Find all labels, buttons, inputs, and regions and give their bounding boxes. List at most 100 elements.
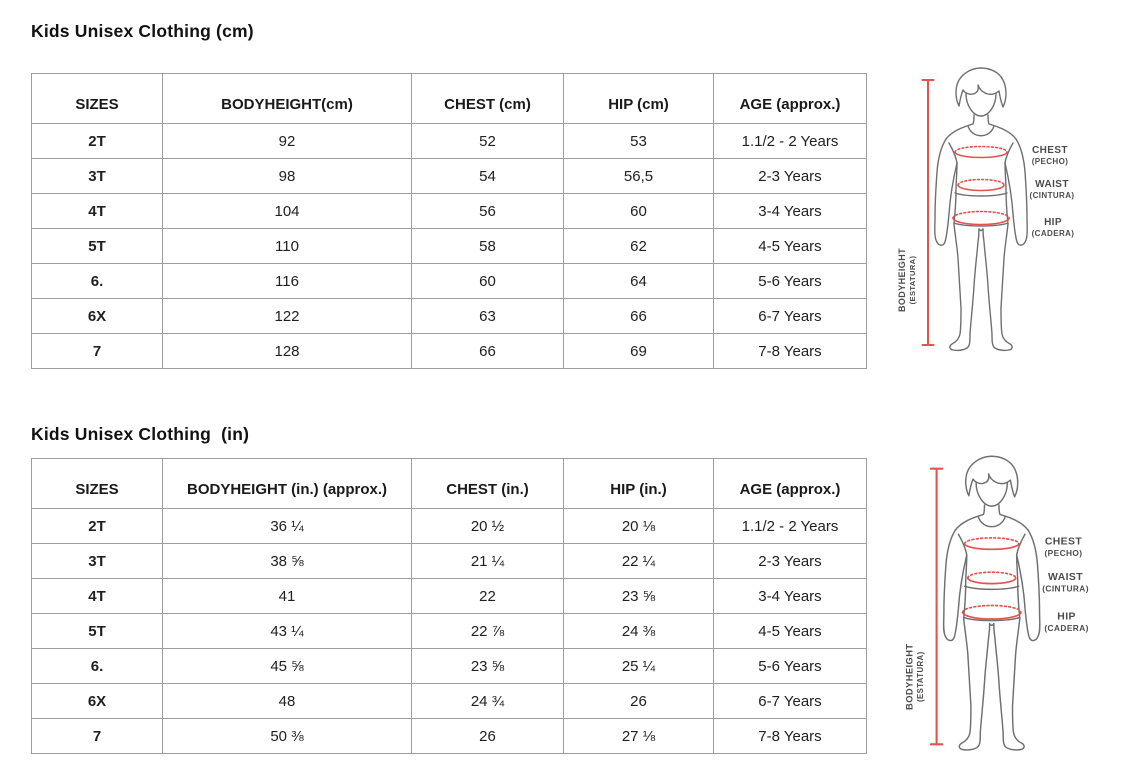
- right-leg: [982, 223, 1013, 352]
- left-leg: [949, 223, 980, 352]
- column-header: SIZES: [31, 458, 163, 509]
- size-table-cm: SIZES BODYHEIGHT(cm) CHEST (cm) HIP (cm) AGE…: [31, 73, 867, 369]
- value-cell: 6-7 Years: [713, 298, 867, 334]
- value-cell: 22 ⅞: [411, 613, 564, 649]
- tank-top-hem: [954, 192, 1008, 197]
- value-cell: 45 ⅝: [162, 648, 412, 684]
- waist-measure-ellipse: [957, 178, 1005, 192]
- right-arm: [1004, 138, 1028, 246]
- value-cell: 20 ½: [411, 508, 564, 544]
- value-cell: 36 ¼: [162, 508, 412, 544]
- value-cell: 7-8 Years: [713, 718, 867, 754]
- value-cell: 63: [411, 298, 564, 334]
- value-cell: 110: [162, 228, 412, 264]
- size-cell: 4T: [31, 193, 163, 229]
- column-header: BODYHEIGHT (in.) (approx.): [162, 458, 412, 509]
- size-cell: 6.: [31, 648, 163, 684]
- value-cell: 104: [162, 193, 412, 229]
- bodyheight-label: BODYHEIGHT: [897, 248, 907, 312]
- table-row: 3T 38 ⅝ 21 ¼ 22 ¼ 2-3 Years: [31, 543, 867, 579]
- size-table-in: SIZES BODYHEIGHT (in.) (approx.) CHEST (in…: [31, 458, 867, 754]
- measurement-figure-in: [903, 455, 1090, 751]
- value-cell: 7-8 Years: [713, 333, 867, 369]
- value-cell: 23 ⅝: [411, 648, 564, 684]
- table-row: 6. 116 60 64 5-6 Years: [31, 263, 867, 299]
- value-cell: 50 ⅜: [162, 718, 412, 754]
- value-cell: 3-4 Years: [713, 193, 867, 229]
- value-cell: 60: [563, 193, 714, 229]
- size-cell: 3T: [31, 543, 163, 579]
- value-cell: 62: [563, 228, 714, 264]
- table-row: 5T 43 ¼ 22 ⅞ 24 ⅜ 4-5 Years: [31, 613, 867, 649]
- size-cell: 7: [31, 718, 163, 754]
- chest-measure-ellipse: [954, 145, 1008, 159]
- waist-label: WAIST: [1035, 179, 1069, 190]
- value-cell: 122: [162, 298, 412, 334]
- value-cell: 24 ⅜: [563, 613, 714, 649]
- value-cell: 43 ¼: [162, 613, 412, 649]
- column-header: BODYHEIGHT(cm): [162, 73, 412, 124]
- value-cell: 4-5 Years: [713, 613, 867, 649]
- hip-sublabel: (CADERA): [1032, 229, 1075, 238]
- value-cell: 64: [563, 263, 714, 299]
- value-cell: 38 ⅝: [162, 543, 412, 579]
- shorts-hem: [953, 222, 1009, 227]
- value-cell: 24 ¾: [411, 683, 564, 719]
- value-cell: 66: [563, 298, 714, 334]
- value-cell: 54: [411, 158, 564, 194]
- value-cell: 58: [411, 228, 564, 264]
- table-row: 6. 45 ⅝ 23 ⅝ 25 ¼ 5-6 Years: [31, 648, 867, 684]
- value-cell: 48: [162, 683, 412, 719]
- size-cell: 5T: [31, 228, 163, 264]
- value-cell: 116: [162, 263, 412, 299]
- column-header: AGE (approx.): [713, 458, 867, 509]
- value-cell: 5-6 Years: [713, 648, 867, 684]
- value-cell: 6-7 Years: [713, 683, 867, 719]
- chest-sublabel: (PECHO): [1032, 157, 1069, 166]
- measurement-figure-cm: CHEST (PECHO) WAIST (CINTURA) HIP (CADER…: [897, 67, 1075, 352]
- value-cell: 52: [411, 123, 564, 159]
- column-header: AGE (approx.): [713, 73, 867, 124]
- table-row: 4T 104 56 60 3-4 Years: [31, 193, 867, 229]
- size-cell: 6X: [31, 683, 163, 719]
- size-cell: 5T: [31, 613, 163, 649]
- value-cell: 66: [411, 333, 564, 369]
- table-row: 6X 48 24 ¾ 26 6-7 Years: [31, 683, 867, 719]
- hair: [955, 67, 1007, 108]
- column-header: CHEST (cm): [411, 73, 564, 124]
- size-cell: 6X: [31, 298, 163, 334]
- value-cell: 22 ¼: [563, 543, 714, 579]
- column-header: SIZES: [31, 73, 163, 124]
- value-cell: 21 ¼: [411, 543, 564, 579]
- table-row: 7 50 ⅜ 26 27 ⅛ 7-8 Years: [31, 718, 867, 754]
- table-row: 7 128 66 69 7-8 Years: [31, 333, 867, 369]
- value-cell: 26: [411, 718, 564, 754]
- column-header: HIP (in.): [563, 458, 714, 509]
- column-header: CHEST (in.): [411, 458, 564, 509]
- value-cell: 53: [563, 123, 714, 159]
- header-row: SIZES BODYHEIGHT (in.) (approx.) CHEST (in…: [31, 458, 867, 509]
- value-cell: 56,5: [563, 158, 714, 194]
- value-cell: 41: [162, 578, 412, 614]
- size-cell: 7: [31, 333, 163, 369]
- column-header: HIP (cm): [563, 73, 714, 124]
- value-cell: 98: [162, 158, 412, 194]
- value-cell: 25 ¼: [563, 648, 714, 684]
- value-cell: 2-3 Years: [713, 543, 867, 579]
- size-cell: 2T: [31, 508, 163, 544]
- value-cell: 92: [162, 123, 412, 159]
- value-cell: 2-3 Years: [713, 158, 867, 194]
- value-cell: 5-6 Years: [713, 263, 867, 299]
- size-cell: 2T: [31, 123, 163, 159]
- value-cell: 27 ⅛: [563, 718, 714, 754]
- table-row: 2T 92 52 53 1.1/2 - 2 Years: [31, 123, 867, 159]
- waist-sublabel: (CINTURA): [1030, 191, 1075, 200]
- bodyheight-line: [921, 79, 935, 346]
- value-cell: 26: [563, 683, 714, 719]
- value-cell: 20 ⅛: [563, 508, 714, 544]
- value-cell: 128: [162, 333, 412, 369]
- value-cell: 23 ⅝: [563, 578, 714, 614]
- table-row: 6X 122 63 66 6-7 Years: [31, 298, 867, 334]
- value-cell: 1.1/2 - 2 Years: [713, 508, 867, 544]
- size-cell: 6.: [31, 263, 163, 299]
